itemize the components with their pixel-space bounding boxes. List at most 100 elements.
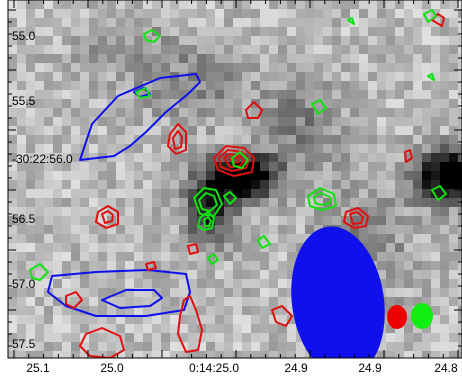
image-pixel: [449, 171, 458, 180]
red-contour-right-inner: [349, 211, 364, 225]
image-pixel: [125, 153, 134, 162]
image-pixel: [224, 9, 233, 18]
image-pixel: [44, 306, 53, 315]
image-pixel: [80, 90, 89, 99]
image-pixel: [269, 18, 278, 27]
image-pixel: [422, 126, 431, 135]
image-pixel: [80, 126, 89, 135]
image-pixel: [170, 153, 179, 162]
image-pixel: [242, 216, 251, 225]
image-pixel: [143, 45, 152, 54]
image-pixel: [233, 180, 242, 189]
image-pixel: [260, 63, 269, 72]
image-pixel: [422, 207, 431, 216]
image-pixel: [35, 324, 44, 333]
image-pixel: [413, 279, 422, 288]
green-beam: [411, 303, 433, 329]
image-pixel: [53, 144, 62, 153]
image-pixel: [251, 234, 260, 243]
image-pixel: [440, 27, 449, 36]
image-pixel: [314, 135, 323, 144]
image-pixel: [80, 279, 89, 288]
image-pixel: [233, 261, 242, 270]
image-pixel: [71, 324, 80, 333]
image-pixel: [62, 45, 71, 54]
image-pixel: [35, 261, 44, 270]
image-pixel: [269, 54, 278, 63]
image-pixel: [26, 126, 35, 135]
image-pixel: [62, 72, 71, 81]
image-pixel: [386, 252, 395, 261]
image-pixel: [206, 243, 215, 252]
image-pixel: [125, 279, 134, 288]
image-pixel: [206, 117, 215, 126]
image-pixel: [413, 189, 422, 198]
image-pixel: [215, 270, 224, 279]
image-pixel: [458, 9, 462, 18]
image-pixel: [161, 216, 170, 225]
image-pixel: [260, 27, 269, 36]
image-pixel: [296, 144, 305, 153]
image-pixel: [458, 36, 462, 45]
image-pixel: [422, 243, 431, 252]
image-pixel: [143, 360, 152, 369]
image-pixel: [98, 180, 107, 189]
image-pixel: [26, 189, 35, 198]
image-pixel: [62, 225, 71, 234]
image-pixel: [278, 342, 287, 351]
image-pixel: [413, 333, 422, 342]
image-pixel: [395, 180, 404, 189]
image-pixel: [215, 144, 224, 153]
image-pixel: [449, 189, 458, 198]
image-pixel: [107, 72, 116, 81]
image-pixel: [98, 9, 107, 18]
image-pixel: [440, 225, 449, 234]
image-pixel: [260, 126, 269, 135]
image-pixel: [233, 333, 242, 342]
image-pixel: [53, 27, 62, 36]
image-pixel: [404, 225, 413, 234]
image-pixel: [8, 288, 17, 297]
image-pixel: [161, 234, 170, 243]
image-pixel: [395, 270, 404, 279]
image-pixel: [26, 342, 35, 351]
image-pixel: [377, 189, 386, 198]
image-pixel: [206, 270, 215, 279]
image-pixel: [206, 162, 215, 171]
image-pixel: [215, 315, 224, 324]
image-pixel: [413, 369, 422, 378]
image-pixel: [413, 0, 422, 9]
image-pixel: [242, 0, 251, 9]
image-pixel: [125, 0, 134, 9]
image-pixel: [143, 9, 152, 18]
image-pixel: [323, 108, 332, 117]
image-pixel: [449, 279, 458, 288]
image-pixel: [260, 153, 269, 162]
image-pixel: [116, 153, 125, 162]
image-pixel: [80, 99, 89, 108]
image-pixel: [359, 189, 368, 198]
image-pixel: [206, 54, 215, 63]
image-pixel: [80, 297, 89, 306]
image-pixel: [215, 207, 224, 216]
image-pixel: [269, 126, 278, 135]
image-pixel: [26, 99, 35, 108]
image-pixel: [287, 243, 296, 252]
image-pixel: [278, 324, 287, 333]
image-pixel: [296, 45, 305, 54]
image-pixel: [395, 153, 404, 162]
image-pixel: [62, 81, 71, 90]
image-pixel: [179, 198, 188, 207]
image-pixel: [323, 153, 332, 162]
image-pixel: [287, 153, 296, 162]
image-pixel: [71, 189, 80, 198]
image-pixel: [206, 90, 215, 99]
image-pixel: [206, 153, 215, 162]
image-pixel: [314, 162, 323, 171]
image-pixel: [143, 234, 152, 243]
image-pixel: [260, 54, 269, 63]
image-pixel: [422, 135, 431, 144]
image-pixel: [440, 333, 449, 342]
image-pixel: [269, 252, 278, 261]
image-pixel: [458, 72, 462, 81]
